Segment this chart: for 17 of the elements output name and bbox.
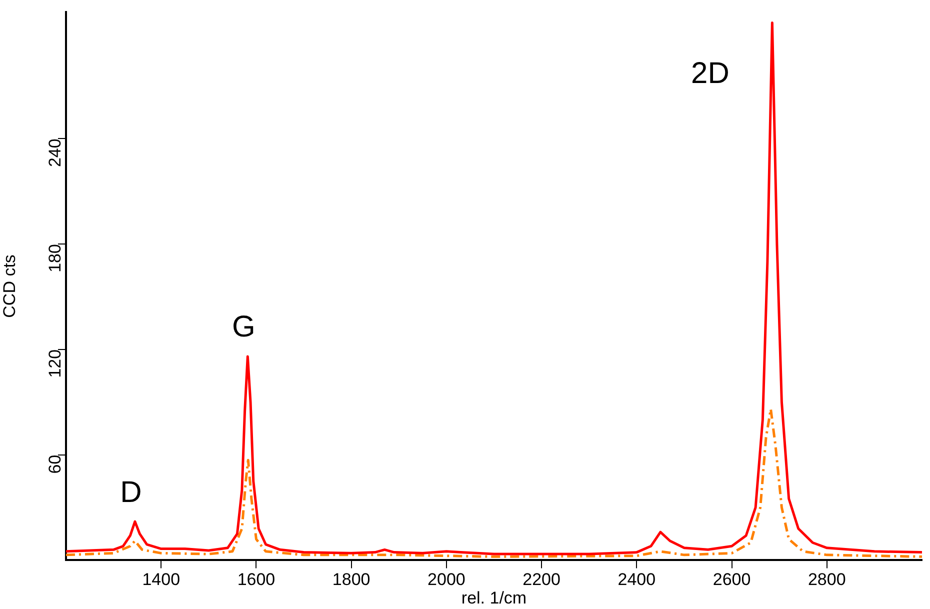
y-tick-label: 180 — [46, 244, 65, 272]
annotation: 2D — [691, 57, 730, 90]
x-tick-label: 1600 — [237, 570, 276, 590]
x-tick-label: 2800 — [808, 570, 846, 590]
x-tick-label: 2400 — [618, 570, 656, 590]
x-tick-label: 1400 — [142, 570, 180, 590]
x-tick-label: 2200 — [522, 570, 560, 590]
annotation: G — [232, 310, 256, 344]
y-tick-label: 60 — [46, 454, 65, 474]
annotation: D — [120, 476, 142, 509]
y-tick-label: 120 — [46, 349, 65, 378]
x-tick-label: 1800 — [332, 570, 370, 590]
y-tick-label: 240 — [46, 138, 65, 168]
y-axis-title: CCD cts — [0, 254, 19, 318]
x-axis-title: rel. 1/cm — [461, 588, 527, 608]
x-tick-label: 2600 — [712, 570, 751, 590]
x-tick-label: 2000 — [428, 570, 466, 590]
